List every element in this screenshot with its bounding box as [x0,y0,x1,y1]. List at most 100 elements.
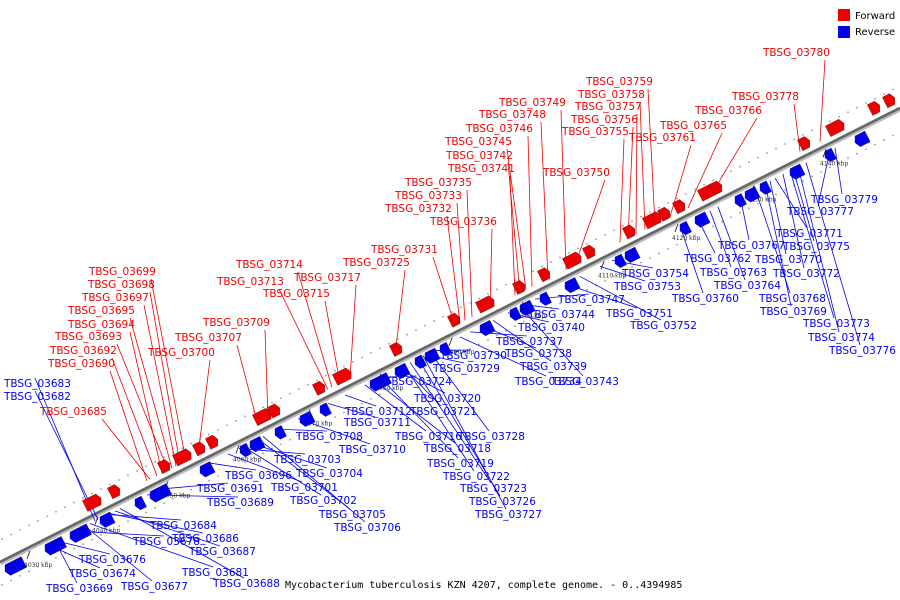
gene-label[interactable]: TBSG_03780 [762,47,830,59]
gene-label[interactable]: TBSG_03754 [621,268,689,280]
gene-label[interactable]: TBSG_03710 [338,444,406,456]
gene-label[interactable]: TBSG_03704 [295,468,363,480]
gene-label[interactable]: TBSG_03765 [659,120,727,132]
gene-label[interactable]: TBSG_03737 [495,336,563,348]
gene-label[interactable]: TBSG_03733 [394,190,462,202]
gene-label[interactable]: TBSG_03764 [713,280,781,292]
gene-label[interactable]: TBSG_03721 [409,406,477,418]
gene-label[interactable]: TBSG_03722 [442,471,510,483]
gene-label[interactable]: TBSG_03779 [810,194,878,206]
gene-label[interactable]: TBSG_03674 [68,568,136,580]
gene-label[interactable]: TBSG_03725 [342,257,410,269]
gene-label[interactable]: TBSG_03770 [754,254,822,266]
gene-label[interactable]: TBSG_03689 [206,497,274,509]
gene-label[interactable]: TBSG_03775 [782,241,850,253]
gene-label[interactable]: TBSG_03694 [67,319,135,331]
gene-label[interactable]: TBSG_03769 [759,306,827,318]
gene-label[interactable]: TBSG_03709 [202,317,270,329]
gene-label[interactable]: TBSG_03707 [174,332,242,344]
gene-label[interactable]: TBSG_03678 [132,536,200,548]
gene-label[interactable]: TBSG_03691 [196,483,264,495]
gene-label[interactable]: TBSG_03747 [557,294,625,306]
gene-label[interactable]: TBSG_03749 [498,97,566,109]
gene-label[interactable]: TBSG_03723 [459,483,527,495]
gene-label[interactable]: TBSG_03751 [605,308,673,320]
gene-label[interactable]: TBSG_03706 [333,522,401,534]
gene-label[interactable]: TBSG_03702 [289,495,357,507]
gene-label[interactable]: TBSG_03773 [802,318,870,330]
gene-label[interactable]: TBSG_03743 [551,376,619,388]
gene-label[interactable]: TBSG_03734 [514,376,582,388]
gene-label[interactable]: TBSG_03738 [504,348,572,360]
gene-label[interactable]: TBSG_03761 [628,132,696,144]
gene-label[interactable]: TBSG_03750 [542,167,610,179]
gene-label[interactable]: TBSG_03686 [171,533,239,545]
gene-label[interactable]: TBSG_03684 [149,520,217,532]
gene-label[interactable]: TBSG_03687 [188,546,256,558]
gene-label[interactable]: TBSG_03746 [465,123,533,135]
gene-label[interactable]: TBSG_03699 [88,266,156,278]
gene-label[interactable]: TBSG_03688 [212,578,280,590]
gene-label[interactable]: TBSG_03693 [54,331,122,343]
gene-label[interactable]: TBSG_03681 [181,567,249,579]
gene-label[interactable]: TBSG_03778 [731,91,799,103]
gene-label[interactable]: TBSG_03745 [444,136,512,148]
gene-label[interactable]: TBSG_03713 [216,276,284,288]
gene-label[interactable]: TBSG_03685 [39,406,107,418]
gene-label[interactable]: TBSG_03715 [262,288,330,300]
gene-label[interactable]: TBSG_03739 [519,361,587,373]
gene-label[interactable]: TBSG_03692 [49,345,117,357]
gene-label[interactable]: TBSG_03728 [457,431,525,443]
gene-label[interactable]: TBSG_03718 [423,443,491,455]
gene-label[interactable]: TBSG_03757 [574,101,642,113]
gene-label[interactable]: TBSG_03698 [87,279,155,291]
gene-label[interactable]: TBSG_03742 [445,150,513,162]
gene-label[interactable]: TBSG_03744 [527,309,595,321]
gene-label[interactable]: TBSG_03768 [758,293,826,305]
gene-label[interactable]: TBSG_03732 [384,203,452,215]
gene-label[interactable]: TBSG_03703 [273,454,341,466]
gene-label[interactable]: TBSG_03759 [585,76,653,88]
gene-label[interactable]: TBSG_03758 [577,89,645,101]
gene-label[interactable]: TBSG_03771 [775,228,843,240]
gene-label[interactable]: TBSG_03676 [78,554,146,566]
gene-label[interactable]: TBSG_03772 [772,268,840,280]
gene-label[interactable]: TBSG_03752 [629,320,697,332]
gene-label[interactable]: TBSG_03683 [3,378,71,390]
gene-label[interactable]: TBSG_03740 [517,322,585,334]
gene-label[interactable]: TBSG_03690 [47,358,115,370]
gene-label[interactable]: TBSG_03669 [45,583,113,595]
gene-label[interactable]: TBSG_03755 [561,126,629,138]
gene-label[interactable]: TBSG_03682 [3,391,71,403]
gene-label[interactable]: TBSG_03731 [370,244,438,256]
gene-label[interactable]: TBSG_03741 [447,163,515,175]
gene-label[interactable]: TBSG_03700 [147,347,215,359]
gene-label[interactable]: TBSG_03720 [413,393,481,405]
gene-label[interactable]: TBSG_03677 [120,581,188,593]
gene-label[interactable]: TBSG_03726 [468,496,536,508]
gene-label[interactable]: TBSG_03776 [828,345,896,357]
gene-label[interactable]: TBSG_03695 [67,305,135,317]
gene-label[interactable]: TBSG_03711 [343,417,411,429]
gene-label[interactable]: TBSG_03756 [570,114,638,126]
gene-label[interactable]: TBSG_03701 [270,482,338,494]
gene-label[interactable]: TBSG_03763 [699,267,767,279]
gene-label[interactable]: TBSG_03767 [717,240,785,252]
gene-label[interactable]: TBSG_03705 [318,509,386,521]
gene-label[interactable]: TBSG_03712 [344,406,412,418]
gene-label[interactable]: TBSG_03724 [384,376,452,388]
gene-label[interactable]: TBSG_03774 [807,332,875,344]
gene-label[interactable]: TBSG_03697 [81,292,149,304]
gene-label[interactable]: TBSG_03760 [671,293,739,305]
gene-label[interactable]: TBSG_03719 [426,458,494,470]
gene-label[interactable]: TBSG_03748 [478,109,546,121]
gene-label[interactable]: TBSG_03714 [235,259,303,271]
gene-label[interactable]: TBSG_03727 [474,509,542,521]
gene-label[interactable]: TBSG_03762 [683,253,751,265]
gene-label[interactable]: TBSG_03777 [786,206,854,218]
gene-label[interactable]: TBSG_03730 [439,350,507,362]
gene-label[interactable]: TBSG_03696 [224,470,292,482]
gene-label[interactable]: TBSG_03708 [295,431,363,443]
gene-label[interactable]: TBSG_03716 [394,431,462,443]
gene-label[interactable]: TBSG_03736 [429,216,497,228]
